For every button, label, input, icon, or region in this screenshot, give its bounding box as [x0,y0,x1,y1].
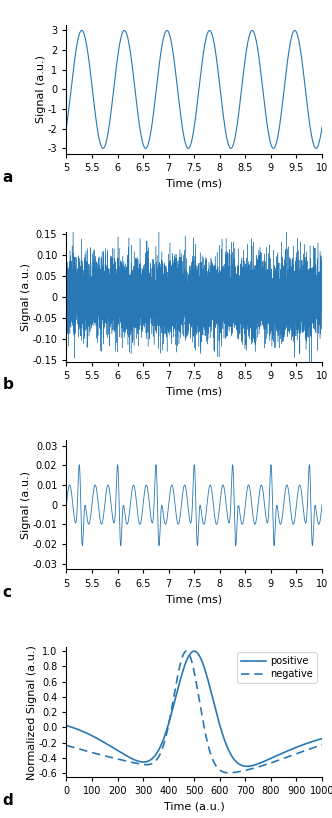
negative [162,737,166,747]
positive [94,733,98,743]
Text: c: c [3,585,12,600]
Text: d: d [3,793,13,807]
negative [315,742,319,752]
Line: negative: negative [66,651,322,773]
positive [174,693,178,703]
X-axis label: Time (a.u.): Time (a.u.) [164,802,224,811]
negative [320,740,324,750]
negative [64,740,68,750]
X-axis label: Time (ms): Time (ms) [166,386,222,397]
Y-axis label: Normalized Signal (a.u.): Normalized Signal (a.u.) [27,645,37,780]
positive [315,735,319,745]
positive [162,732,166,742]
Line: positive: positive [66,651,322,766]
positive [288,745,291,755]
positive [64,721,68,730]
positive [320,734,324,744]
Text: a: a [3,170,13,185]
positive [109,741,113,751]
Y-axis label: Signal (a.u.): Signal (a.u.) [21,470,31,538]
Legend: positive, negative: positive, negative [237,652,317,683]
negative [288,751,291,761]
Y-axis label: Signal (a.u.): Signal (a.u.) [36,56,46,124]
positive [192,646,196,656]
negative [94,748,98,758]
positive [245,762,249,771]
negative [185,646,189,656]
negative [109,753,113,762]
negative [174,682,178,692]
Y-axis label: Signal (a.u.): Signal (a.u.) [21,263,31,331]
X-axis label: Time (ms): Time (ms) [166,594,222,604]
Text: b: b [3,377,13,393]
negative [227,768,231,778]
X-axis label: Time (ms): Time (ms) [166,179,222,189]
